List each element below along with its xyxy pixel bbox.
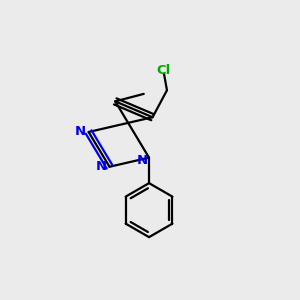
Text: N: N (96, 160, 107, 173)
Text: N: N (137, 154, 148, 166)
Text: N: N (75, 125, 86, 139)
Text: Cl: Cl (157, 64, 171, 76)
